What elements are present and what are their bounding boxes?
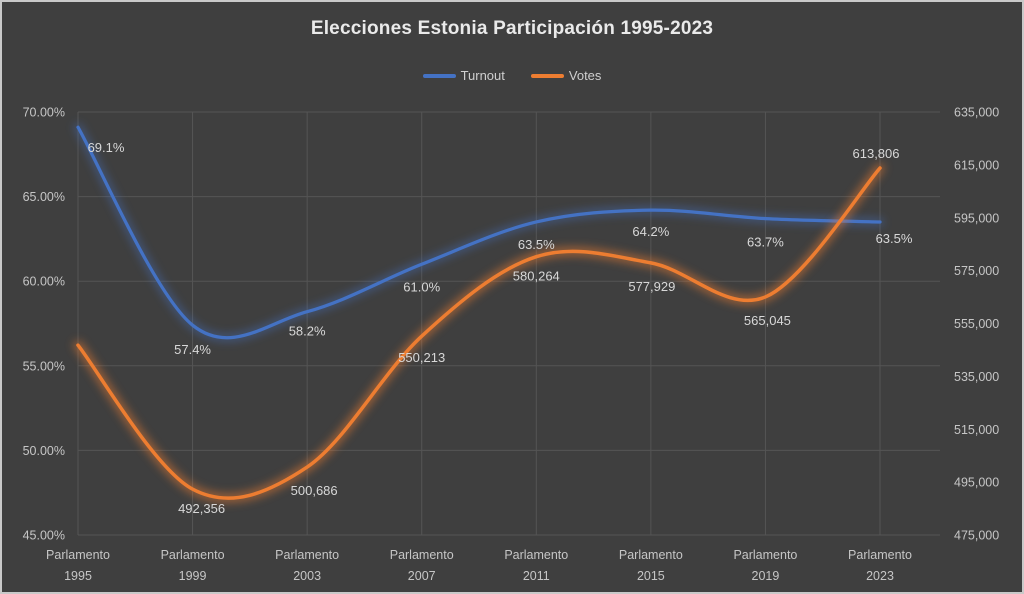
x-axis-category-label: Parlamento 2003	[275, 548, 339, 583]
left-axis-tick-label: 45.00%	[23, 529, 65, 543]
votes-data-label: 550,213	[398, 350, 445, 365]
left-axis-tick-label: 65.00%	[23, 190, 65, 204]
right-axis-tick-label: 535,000	[954, 370, 999, 384]
gridlines	[77, 111, 940, 536]
x-axis-category-label: Parlamento 1995	[46, 548, 110, 583]
chart-title: Elecciones Estonia Participación 1995-20…	[310, 18, 714, 39]
x-axis-category-label: Parlamento 1999	[161, 548, 225, 583]
turnout-data-label: 64.2%	[632, 224, 669, 239]
turnout-data-label: 58.2%	[289, 324, 326, 339]
votes-data-label: 580,264	[513, 269, 560, 284]
right-axis-tick-label: 635,000	[954, 106, 999, 120]
turnout-line-glow	[74, 123, 884, 342]
legend-label-votes: Votes	[568, 68, 602, 83]
turnout-data-label: 63.5%	[518, 237, 555, 252]
votes-data-label: 500,686	[291, 483, 338, 498]
right-axis-tick-label: 575,000	[954, 264, 999, 278]
turnout-data-label: 63.7%	[747, 235, 784, 250]
right-axis-tick-label: 595,000	[954, 211, 999, 225]
legend-item-votes[interactable]: Votes	[530, 68, 602, 83]
x-axis-category-label: Parlamento 2015	[619, 548, 683, 583]
left-axis-tick-label: 50.00%	[23, 444, 65, 458]
votes-data-label: 577,929	[628, 279, 675, 294]
votes-data-label: 492,356	[178, 501, 225, 516]
votes-line-swatch-icon	[530, 73, 564, 78]
votes-data-label: 565,045	[744, 313, 791, 328]
x-axis-category-label: Parlamento 2019	[733, 548, 797, 583]
x-axis-category-label: Parlamento 2011	[504, 548, 568, 583]
turnout-data-label: 57.4%	[174, 342, 211, 357]
right-axis-tick-label: 615,000	[954, 158, 999, 172]
right-axis-tick-label: 475,000	[954, 529, 999, 543]
turnout-line[interactable]	[76, 125, 882, 340]
legend-label-turnout: Turnout	[460, 68, 505, 83]
axis-and-data-labels: 70.00% 65.00% 60.00% 55.00% 50.00% 45.00% 635,…	[23, 106, 1000, 584]
left-axis-tick-label: 70.00%	[23, 106, 65, 120]
legend-item-turnout[interactable]: Turnout	[422, 68, 505, 83]
right-axis-tick-label: 515,000	[954, 423, 999, 437]
turnout-data-label: 61.0%	[403, 279, 440, 294]
turnout-line-swatch-icon	[422, 73, 456, 78]
chart-legend: Turnout Votes	[2, 68, 1022, 83]
left-axis-tick-label: 60.00%	[23, 275, 65, 289]
right-axis-tick-label: 555,000	[954, 317, 999, 331]
turnout-data-label: 69.1%	[88, 140, 125, 155]
left-axis-tick-label: 55.00%	[23, 359, 65, 373]
x-axis-category-label: Parlamento 2023	[848, 548, 912, 583]
series-lines	[73, 123, 885, 503]
votes-data-label: 613,806	[853, 146, 900, 161]
turnout-data-label: 63.5%	[876, 231, 913, 246]
right-axis-tick-label: 495,000	[954, 476, 999, 490]
votes-line[interactable]	[76, 166, 882, 500]
x-axis-category-label: Parlamento 2007	[390, 548, 454, 583]
